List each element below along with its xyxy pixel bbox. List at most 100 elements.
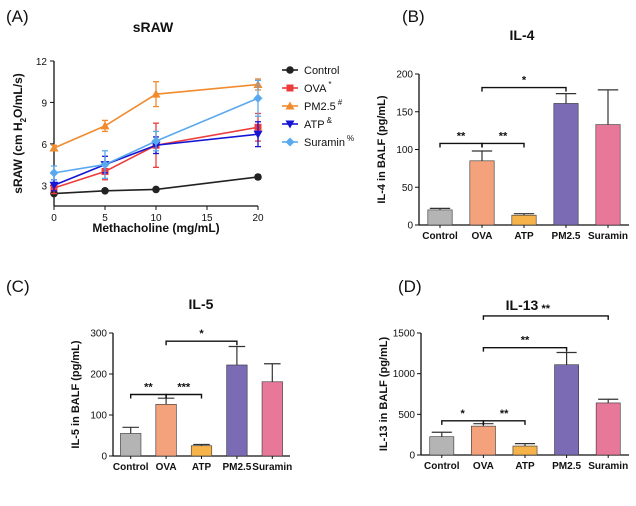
chart-a-title: sRAW (133, 19, 174, 35)
chart-a-legend-name-ova: OVA (304, 83, 327, 95)
chart-c-bar-atp (190, 445, 213, 457)
chart-d-y-tick-label: 0 (409, 451, 415, 462)
chart-a-legend-name-atp: ATP (304, 119, 325, 131)
chart-d-bar-atp (512, 445, 538, 456)
chart-a-legend-marker-ova (286, 84, 294, 92)
chart-a-point-atp (49, 181, 59, 190)
chart-a-legend-label-ova: OVA * (304, 80, 332, 95)
chart-c-x-tick-label-suramin: Suramin (252, 462, 292, 473)
chart-b-x-tick-label-control: Control (422, 231, 458, 242)
chart-b-y-label: IL-4 in BALF (pg/mL) (376, 95, 388, 203)
chart-b-x-tick-label-suramin: Suramin (588, 231, 628, 242)
chart-b-x-tick-label-ova: OVA (472, 231, 493, 242)
chart-b-bar-pm25 (553, 103, 579, 226)
chart-a-legend-marker-suramin (285, 137, 295, 147)
chart-c-significance-label: * (199, 328, 204, 340)
chart-a-legend-sup-ova: * (328, 80, 331, 89)
chart-b-significance-label: ** (457, 130, 466, 142)
chart-a-x-label: Methacholine (mg/mL) (92, 221, 219, 235)
chart-c-bar-pm25 (226, 364, 248, 457)
chart-d-x-tick-label-control: Control (424, 461, 460, 472)
chart-a-legend-name-control: Control (304, 65, 339, 77)
chart-a-series-line-atp (53, 133, 259, 187)
chart-a-legend-name-pm25: PM2.5 (304, 101, 336, 113)
chart-d-x-tick-label-pm25: PM2.5 (552, 461, 581, 472)
chart-b-bar-ova (469, 160, 495, 226)
chart-a-legend-sup-suramin: % (347, 134, 354, 143)
chart-b-x-tick-label-atp: ATP (514, 231, 534, 242)
chart-a-series-line-control (53, 176, 259, 195)
chart-d-significance-label: * (460, 408, 465, 420)
chart-c-title: IL-5 (189, 296, 214, 312)
chart-b-y-tick-label: 100 (396, 145, 413, 156)
chart-a-point-control (152, 185, 160, 194)
chart-b-significance-bracket (481, 86, 567, 92)
chart-d-significance-label: ** (521, 335, 530, 347)
panel-label-d: (D) (398, 277, 422, 296)
chart-a-x-tick-label: 5 (102, 213, 108, 224)
chart-c-y-tick-label: 100 (90, 411, 107, 422)
chart-a-point-control (101, 187, 109, 195)
chart-c-significance-bracket (165, 393, 203, 399)
chart-c-bar-suramin (261, 381, 283, 457)
chart-a-series-line-pm25 (53, 83, 259, 149)
chart-a-x-tick-label: 20 (252, 213, 264, 224)
chart-a-y-tick-label: 6 (41, 140, 47, 151)
panel-label-a: (A) (6, 7, 29, 26)
chart-a-legend-marker-pm25 (285, 101, 295, 110)
chart-b-y-tick-label: 200 (396, 70, 413, 81)
chart-c-il5: IL-5 0 100 200 300 IL-5 in BALF (pg/mL) Contro… (70, 296, 292, 473)
chart-d-significance-label: ** (500, 408, 509, 420)
chart-b-il4: IL-4 0 50 100 150 200 IL-4 in BALF (pg/mL) Cont… (376, 27, 629, 242)
chart-b-y-tick-label: 50 (402, 183, 414, 194)
panel-label-c: (C) (6, 277, 30, 296)
chart-b-title: IL-4 (510, 27, 535, 43)
chart-d-bar-ova (471, 425, 496, 456)
chart-a-legend-label-suramin: Suramin% (304, 134, 354, 149)
chart-c-y-label: IL-5 in BALF (pg/mL) (70, 340, 82, 448)
chart-a-legend-sup-atp: & (327, 116, 333, 125)
chart-a-point-suramin (100, 160, 110, 170)
chart-d-y-tick-label: 1000 (393, 369, 416, 380)
chart-b-significance-bracket (481, 142, 525, 148)
chart-a-x-tick-label: 10 (150, 213, 162, 224)
chart-d-bar-control (429, 436, 455, 456)
chart-c-significance-label: ** (144, 382, 153, 394)
chart-d-y-tick-label: 500 (398, 410, 415, 421)
chart-a-y-label-part: O/mL/s) (11, 73, 25, 118)
chart-a-legend-name-suramin: Suramin (304, 137, 345, 149)
chart-a-series-line-suramin (53, 97, 259, 174)
chart-a-y-label: sRAW (cm H2O/mL/s) (11, 73, 28, 193)
chart-a-x-tick-label: 15 (201, 213, 213, 224)
chart-b-significance-label: ** (499, 130, 508, 142)
chart-d-y-label: IL-13 in BALF (pg/mL) (378, 337, 390, 452)
chart-c-significance-bracket (165, 340, 238, 346)
chart-a-y-tick-label: 9 (41, 98, 47, 109)
chart-b-significance-label: * (522, 75, 527, 87)
panel-label-b: (B) (402, 7, 425, 26)
chart-b-y-tick-label: 0 (407, 221, 413, 232)
chart-a-point-control (254, 173, 262, 181)
chart-a-series-line-ova (53, 126, 259, 189)
chart-d-x-tick-label-ova: OVA (473, 461, 494, 472)
chart-c-y-tick-label: 300 (90, 329, 107, 340)
chart-b-x-tick-label-pm25: PM2.5 (552, 231, 581, 242)
chart-b-bar-suramin (595, 124, 621, 226)
chart-d-title: IL-13 (506, 297, 539, 313)
chart-a-y-label-subscript: 2 (19, 117, 28, 122)
chart-d-significance-bracket (482, 420, 526, 425)
chart-a-legend-label-pm25: PM2.5 # (304, 98, 343, 113)
chart-c-y-tick-label: 0 (101, 452, 107, 463)
chart-a-x-tick-label: 0 (51, 213, 57, 224)
chart-d-significance-bracket (482, 346, 568, 352)
chart-a-point-pm25 (151, 89, 161, 98)
chart-b-y-tick-label: 150 (396, 107, 413, 118)
chart-c-bar-ova (155, 404, 177, 457)
chart-a-point-suramin (151, 136, 161, 146)
chart-c-y-tick-label: 200 (90, 370, 107, 381)
chart-c-x-tick-label-pm25: PM2.5 (222, 462, 251, 473)
chart-a-legend-label-control: Control (304, 65, 339, 77)
chart-a-legend-marker-atp (285, 120, 295, 129)
